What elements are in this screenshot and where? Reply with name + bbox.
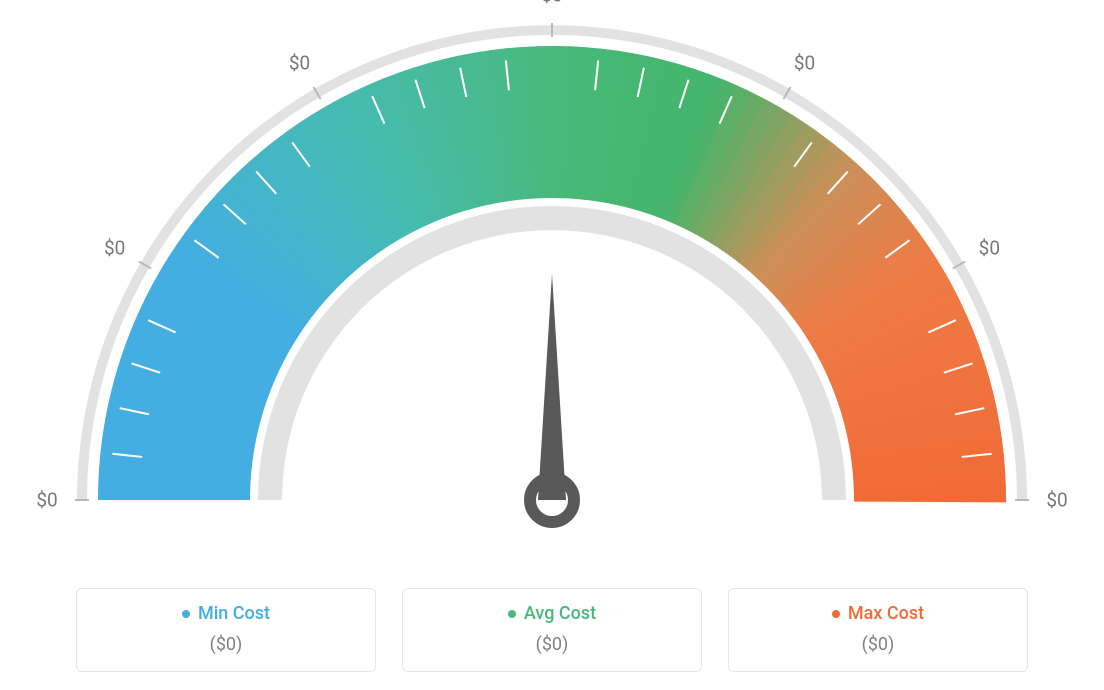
legend-label-min: Min Cost bbox=[198, 603, 270, 624]
gauge-tick-label: $0 bbox=[289, 51, 310, 74]
legend-card-avg: Avg Cost ($0) bbox=[402, 588, 702, 672]
legend-value-min: ($0) bbox=[210, 634, 243, 655]
gauge-tick-label: $0 bbox=[541, 0, 562, 7]
gauge-tick-label: $0 bbox=[104, 236, 125, 259]
legend-label-max: Max Cost bbox=[848, 603, 924, 624]
legend-title-avg: Avg Cost bbox=[508, 603, 596, 624]
gauge-tick-label: $0 bbox=[979, 236, 1000, 259]
legend-card-max: Max Cost ($0) bbox=[728, 588, 1028, 672]
legend-value-avg: ($0) bbox=[536, 634, 569, 655]
gauge-chart: $0 $0 $0 $0 $0 $0 $0 bbox=[0, 0, 1104, 540]
legend-title-min: Min Cost bbox=[182, 603, 270, 624]
gauge-tick-label: $0 bbox=[36, 489, 57, 512]
gauge-tick-label: $0 bbox=[794, 51, 815, 74]
legend-value-max: ($0) bbox=[862, 634, 895, 655]
legend-card-min: Min Cost ($0) bbox=[76, 588, 376, 672]
legend-title-max: Max Cost bbox=[832, 603, 924, 624]
legend-row: Min Cost ($0) Avg Cost ($0) Max Cost ($0… bbox=[0, 588, 1104, 672]
legend-dot-avg bbox=[508, 610, 516, 618]
legend-label-avg: Avg Cost bbox=[524, 603, 596, 624]
legend-dot-min bbox=[182, 610, 190, 618]
legend-dot-max bbox=[832, 610, 840, 618]
gauge-svg bbox=[0, 0, 1104, 540]
gauge-tick-label: $0 bbox=[1046, 489, 1067, 512]
